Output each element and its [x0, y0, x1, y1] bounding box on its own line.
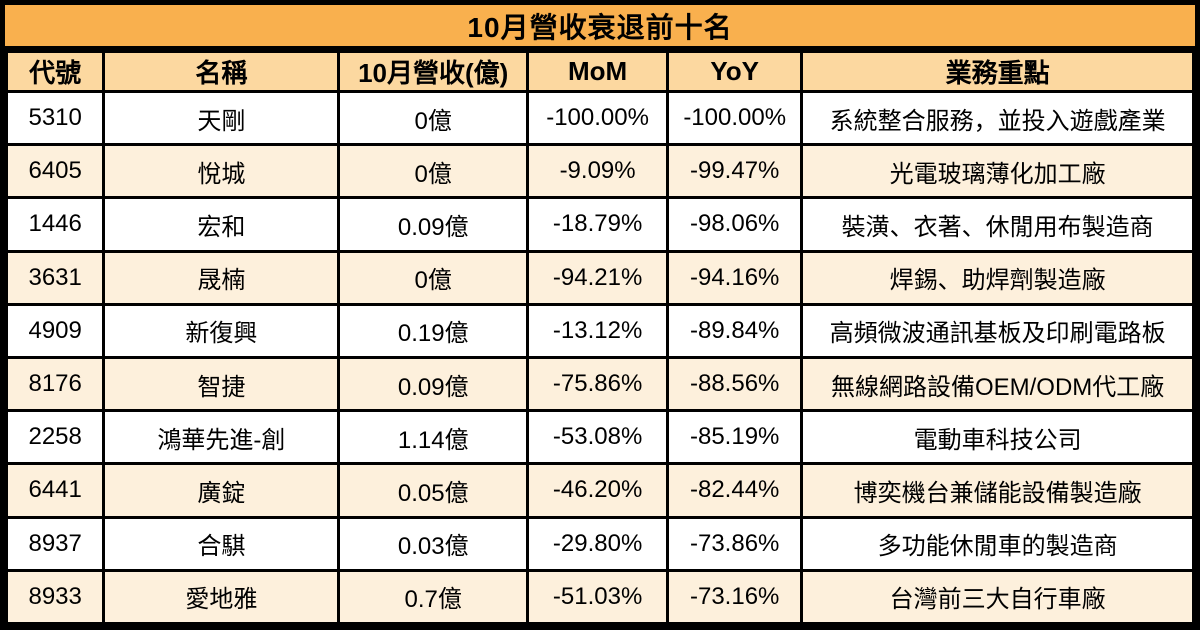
cell-name: 宏和	[102, 196, 341, 253]
table-title-bar: 10月營收衰退前十名	[5, 5, 1195, 50]
table-row: 8176 智捷 0.09億 -75.86% -88.56% 無線網路設備OEM/ODM代工…	[4, 355, 1195, 413]
cell-revenue: 0億	[337, 143, 530, 200]
cell-mom: -9.09%	[526, 143, 670, 200]
header-cell-yoy: YoY	[666, 50, 804, 93]
cell-revenue: 0億	[337, 89, 530, 147]
table-row: 6441 廣錠 0.05億 -46.20% -82.44% 博奕機台兼儲能設備製造廠	[4, 462, 1195, 519]
table-row: 4909 新復興 0.19億 -13.12% -89.84% 高頻微波通訊基板及印刷電路板	[4, 302, 1195, 359]
header-cell-business: 業務重點	[800, 50, 1195, 93]
cell-mom: -18.79%	[526, 196, 670, 253]
cell-mom: -94.21%	[526, 249, 670, 306]
cell-business: 光電玻璃薄化加工廠	[800, 143, 1195, 200]
cell-mom: -51.03%	[526, 568, 670, 626]
cell-code: 8933	[4, 568, 106, 626]
header-cell-mom: MoM	[526, 50, 670, 93]
cell-mom: -46.20%	[526, 462, 670, 519]
cell-name: 天剛	[102, 89, 341, 147]
cell-yoy: -88.56%	[666, 355, 804, 413]
revenue-decline-table: 代號 名稱 10月營收(億) MoM YoY 業務重點 5310 天剛 0億 -100.00% -…	[4, 50, 1195, 626]
cell-business: 裝潢、衣著、休閒用布製造商	[800, 196, 1195, 253]
cell-code: 2258	[4, 409, 106, 466]
header-cell-revenue: 10月營收(億)	[337, 50, 530, 93]
cell-yoy: -73.86%	[666, 515, 804, 572]
cell-code: 4909	[4, 302, 106, 359]
cell-mom: -53.08%	[526, 409, 670, 466]
cell-business: 多功能休閒車的製造商	[800, 515, 1195, 572]
cell-business: 電動車科技公司	[800, 409, 1195, 466]
cell-revenue: 0.03億	[337, 515, 530, 572]
cell-yoy: -100.00%	[666, 89, 804, 147]
cell-mom: -29.80%	[526, 515, 670, 572]
cell-business: 系統整合服務，並投入遊戲產業	[800, 89, 1195, 147]
cell-yoy: -89.84%	[666, 302, 804, 359]
cell-business: 高頻微波通訊基板及印刷電路板	[800, 302, 1195, 359]
cell-name: 鴻華先進-創	[102, 409, 341, 466]
cell-name: 愛地雅	[102, 568, 341, 626]
cell-name: 合騏	[102, 515, 341, 572]
cell-revenue: 0.09億	[337, 196, 530, 253]
cell-mom: -13.12%	[526, 302, 670, 359]
cell-code: 3631	[4, 249, 106, 306]
table-title: 10月營收衰退前十名	[467, 11, 733, 43]
cell-revenue: 0.19億	[337, 302, 530, 359]
cell-revenue: 0.7億	[337, 568, 530, 626]
table-row: 5310 天剛 0億 -100.00% -100.00% 系統整合服務，並投入遊戲產業	[4, 89, 1195, 147]
cell-yoy: -99.47%	[666, 143, 804, 200]
cell-business: 焊錫、助焊劑製造廠	[800, 249, 1195, 306]
cell-code: 5310	[4, 89, 106, 147]
cell-code: 8937	[4, 515, 106, 572]
cell-yoy: -82.44%	[666, 462, 804, 519]
cell-code: 6441	[4, 462, 106, 519]
cell-code: 8176	[4, 355, 106, 413]
cell-code: 1446	[4, 196, 106, 253]
cell-name: 新復興	[102, 302, 341, 359]
cell-name: 晟楠	[102, 249, 341, 306]
header-row: 代號 名稱 10月營收(億) MoM YoY 業務重點	[4, 50, 1195, 93]
cell-revenue: 0億	[337, 249, 530, 306]
table-row: 8937 合騏 0.03億 -29.80% -73.86% 多功能休閒車的製造商	[4, 515, 1195, 572]
cell-name: 悅城	[102, 143, 341, 200]
cell-name: 廣錠	[102, 462, 341, 519]
cell-yoy: -98.06%	[666, 196, 804, 253]
table-row: 1446 宏和 0.09億 -18.79% -98.06% 裝潢、衣著、休閒用布製造商	[4, 196, 1195, 253]
cell-name: 智捷	[102, 355, 341, 413]
cell-mom: -100.00%	[526, 89, 670, 147]
cell-code: 6405	[4, 143, 106, 200]
cell-revenue: 0.05億	[337, 462, 530, 519]
cell-yoy: -73.16%	[666, 568, 804, 626]
header-cell-name: 名稱	[102, 50, 341, 93]
table-row: 2258 鴻華先進-創 1.14億 -53.08% -85.19% 電動車科技公司	[4, 409, 1195, 466]
table-row: 8933 愛地雅 0.7億 -51.03% -73.16% 台灣前三大自行車廠	[4, 568, 1195, 626]
table-body: 5310 天剛 0億 -100.00% -100.00% 系統整合服務，並投入遊戲產業 64…	[4, 89, 1195, 626]
cell-yoy: -94.16%	[666, 249, 804, 306]
header-cell-code: 代號	[4, 50, 106, 93]
cell-business: 台灣前三大自行車廠	[800, 568, 1195, 626]
cell-revenue: 1.14億	[337, 409, 530, 466]
cell-yoy: -85.19%	[666, 409, 804, 466]
table-row: 6405 悅城 0億 -9.09% -99.47% 光電玻璃薄化加工廠	[4, 143, 1195, 200]
table-row: 3631 晟楠 0億 -94.21% -94.16% 焊錫、助焊劑製造廠	[4, 249, 1195, 306]
cell-business: 博奕機台兼儲能設備製造廠	[800, 462, 1195, 519]
cell-revenue: 0.09億	[337, 355, 530, 413]
cell-business: 無線網路設備OEM/ODM代工廠	[800, 355, 1195, 413]
cell-mom: -75.86%	[526, 355, 670, 413]
